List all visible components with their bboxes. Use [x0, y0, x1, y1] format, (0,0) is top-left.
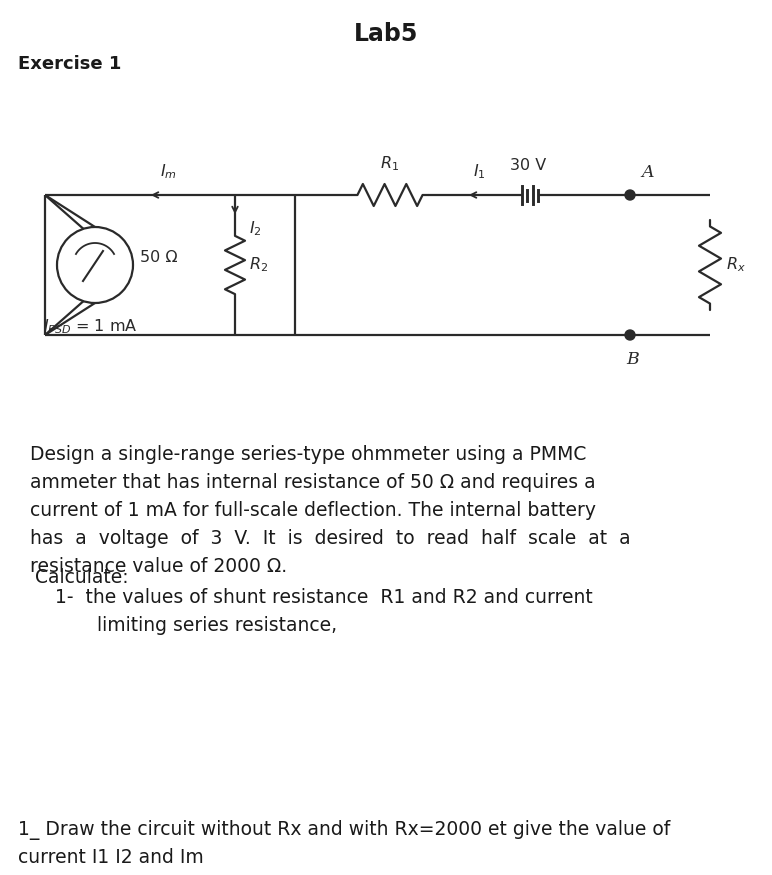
Text: 1_ Draw the circuit without Rx and with Rx=2000 et give the value of: 1_ Draw the circuit without Rx and with … — [18, 820, 670, 840]
Text: limiting series resistance,: limiting series resistance, — [55, 616, 337, 635]
Text: $R_x$: $R_x$ — [726, 255, 746, 275]
Text: 30 V: 30 V — [510, 158, 546, 173]
Circle shape — [625, 190, 635, 200]
Circle shape — [625, 330, 635, 340]
Text: $I_1$: $I_1$ — [472, 162, 486, 181]
Text: Exercise 1: Exercise 1 — [18, 55, 121, 73]
Text: $I_2$: $I_2$ — [249, 219, 262, 238]
Text: Calculate:: Calculate: — [35, 568, 129, 587]
Text: $I_m$: $I_m$ — [160, 162, 176, 181]
Text: $R_2$: $R_2$ — [249, 255, 268, 275]
Text: 50 Ω: 50 Ω — [140, 249, 178, 264]
Text: $R_1$: $R_1$ — [381, 154, 400, 173]
Text: ammeter that has internal resistance of 50 Ω and requires a: ammeter that has internal resistance of … — [30, 473, 596, 492]
Text: $I_{FSD}$ = 1 mA: $I_{FSD}$ = 1 mA — [42, 317, 137, 336]
Text: Design a single-range series-type ohmmeter using a PMMC: Design a single-range series-type ohmmet… — [30, 445, 587, 464]
Text: has  a  voltage  of  3  V.  It  is  desired  to  read  half  scale  at  a: has a voltage of 3 V. It is desired to r… — [30, 529, 631, 548]
Text: resistance value of 2000 Ω.: resistance value of 2000 Ω. — [30, 557, 287, 576]
Text: current I1 I2 and Im: current I1 I2 and Im — [18, 848, 204, 867]
Text: A: A — [642, 164, 654, 181]
Text: 1-  the values of shunt resistance  R1 and R2 and current: 1- the values of shunt resistance R1 and… — [55, 588, 593, 607]
Text: Lab5: Lab5 — [354, 22, 418, 46]
Text: current of 1 mA for full-scale deflection. The internal battery: current of 1 mA for full-scale deflectio… — [30, 501, 596, 520]
Text: B: B — [627, 351, 639, 368]
